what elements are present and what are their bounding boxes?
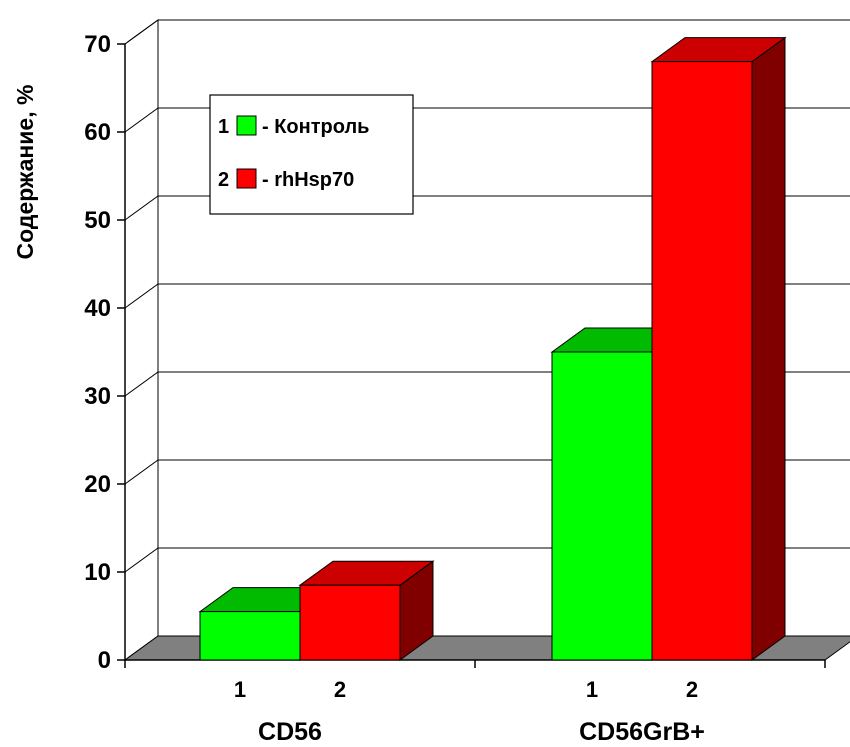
bar-sublabel: 1 <box>234 677 246 702</box>
y-tick-label: 60 <box>84 119 111 146</box>
bar-sublabel: 1 <box>586 677 598 702</box>
legend-number-2: 2 <box>218 169 229 191</box>
legend-label-control: - Контроль <box>262 116 369 138</box>
y-tick-label: 50 <box>84 207 111 234</box>
y-tick-label: 70 <box>84 31 111 58</box>
gridline <box>124 283 850 309</box>
bar-front <box>199 611 301 661</box>
bar-front <box>551 351 653 661</box>
y-axis-label: Содержание, % <box>12 85 38 260</box>
category-label: CD56 <box>258 718 322 746</box>
bar-sublabel: 2 <box>686 677 698 702</box>
bar-cd56grb-2 <box>650 36 787 661</box>
legend: 1 - Контроль 2 - rhHsp70 <box>209 94 414 215</box>
legend-label-rhhsp70: - rhHsp70 <box>262 169 354 191</box>
y-tick-label: 10 <box>84 559 111 586</box>
side-wall <box>124 19 159 661</box>
y-tick-label: 40 <box>84 295 111 322</box>
y-tick-label: 20 <box>84 471 111 498</box>
bar-front <box>651 61 753 661</box>
bar-sublabel: 2 <box>334 677 346 702</box>
gridline <box>124 195 850 221</box>
gridline <box>124 19 850 45</box>
category-label: CD56GrB+ <box>579 718 705 746</box>
legend-swatch-control <box>236 115 257 136</box>
legend-swatch-rhhsp70 <box>236 168 257 189</box>
bar-cd56-2 <box>298 560 435 661</box>
y-tick-label: 0 <box>98 647 111 674</box>
y-tick-label: 30 <box>84 383 111 410</box>
gridline <box>124 107 850 133</box>
bar-front <box>299 584 401 661</box>
bar-side <box>751 36 786 661</box>
legend-box <box>209 94 414 215</box>
legend-number-1: 1 <box>218 116 229 138</box>
